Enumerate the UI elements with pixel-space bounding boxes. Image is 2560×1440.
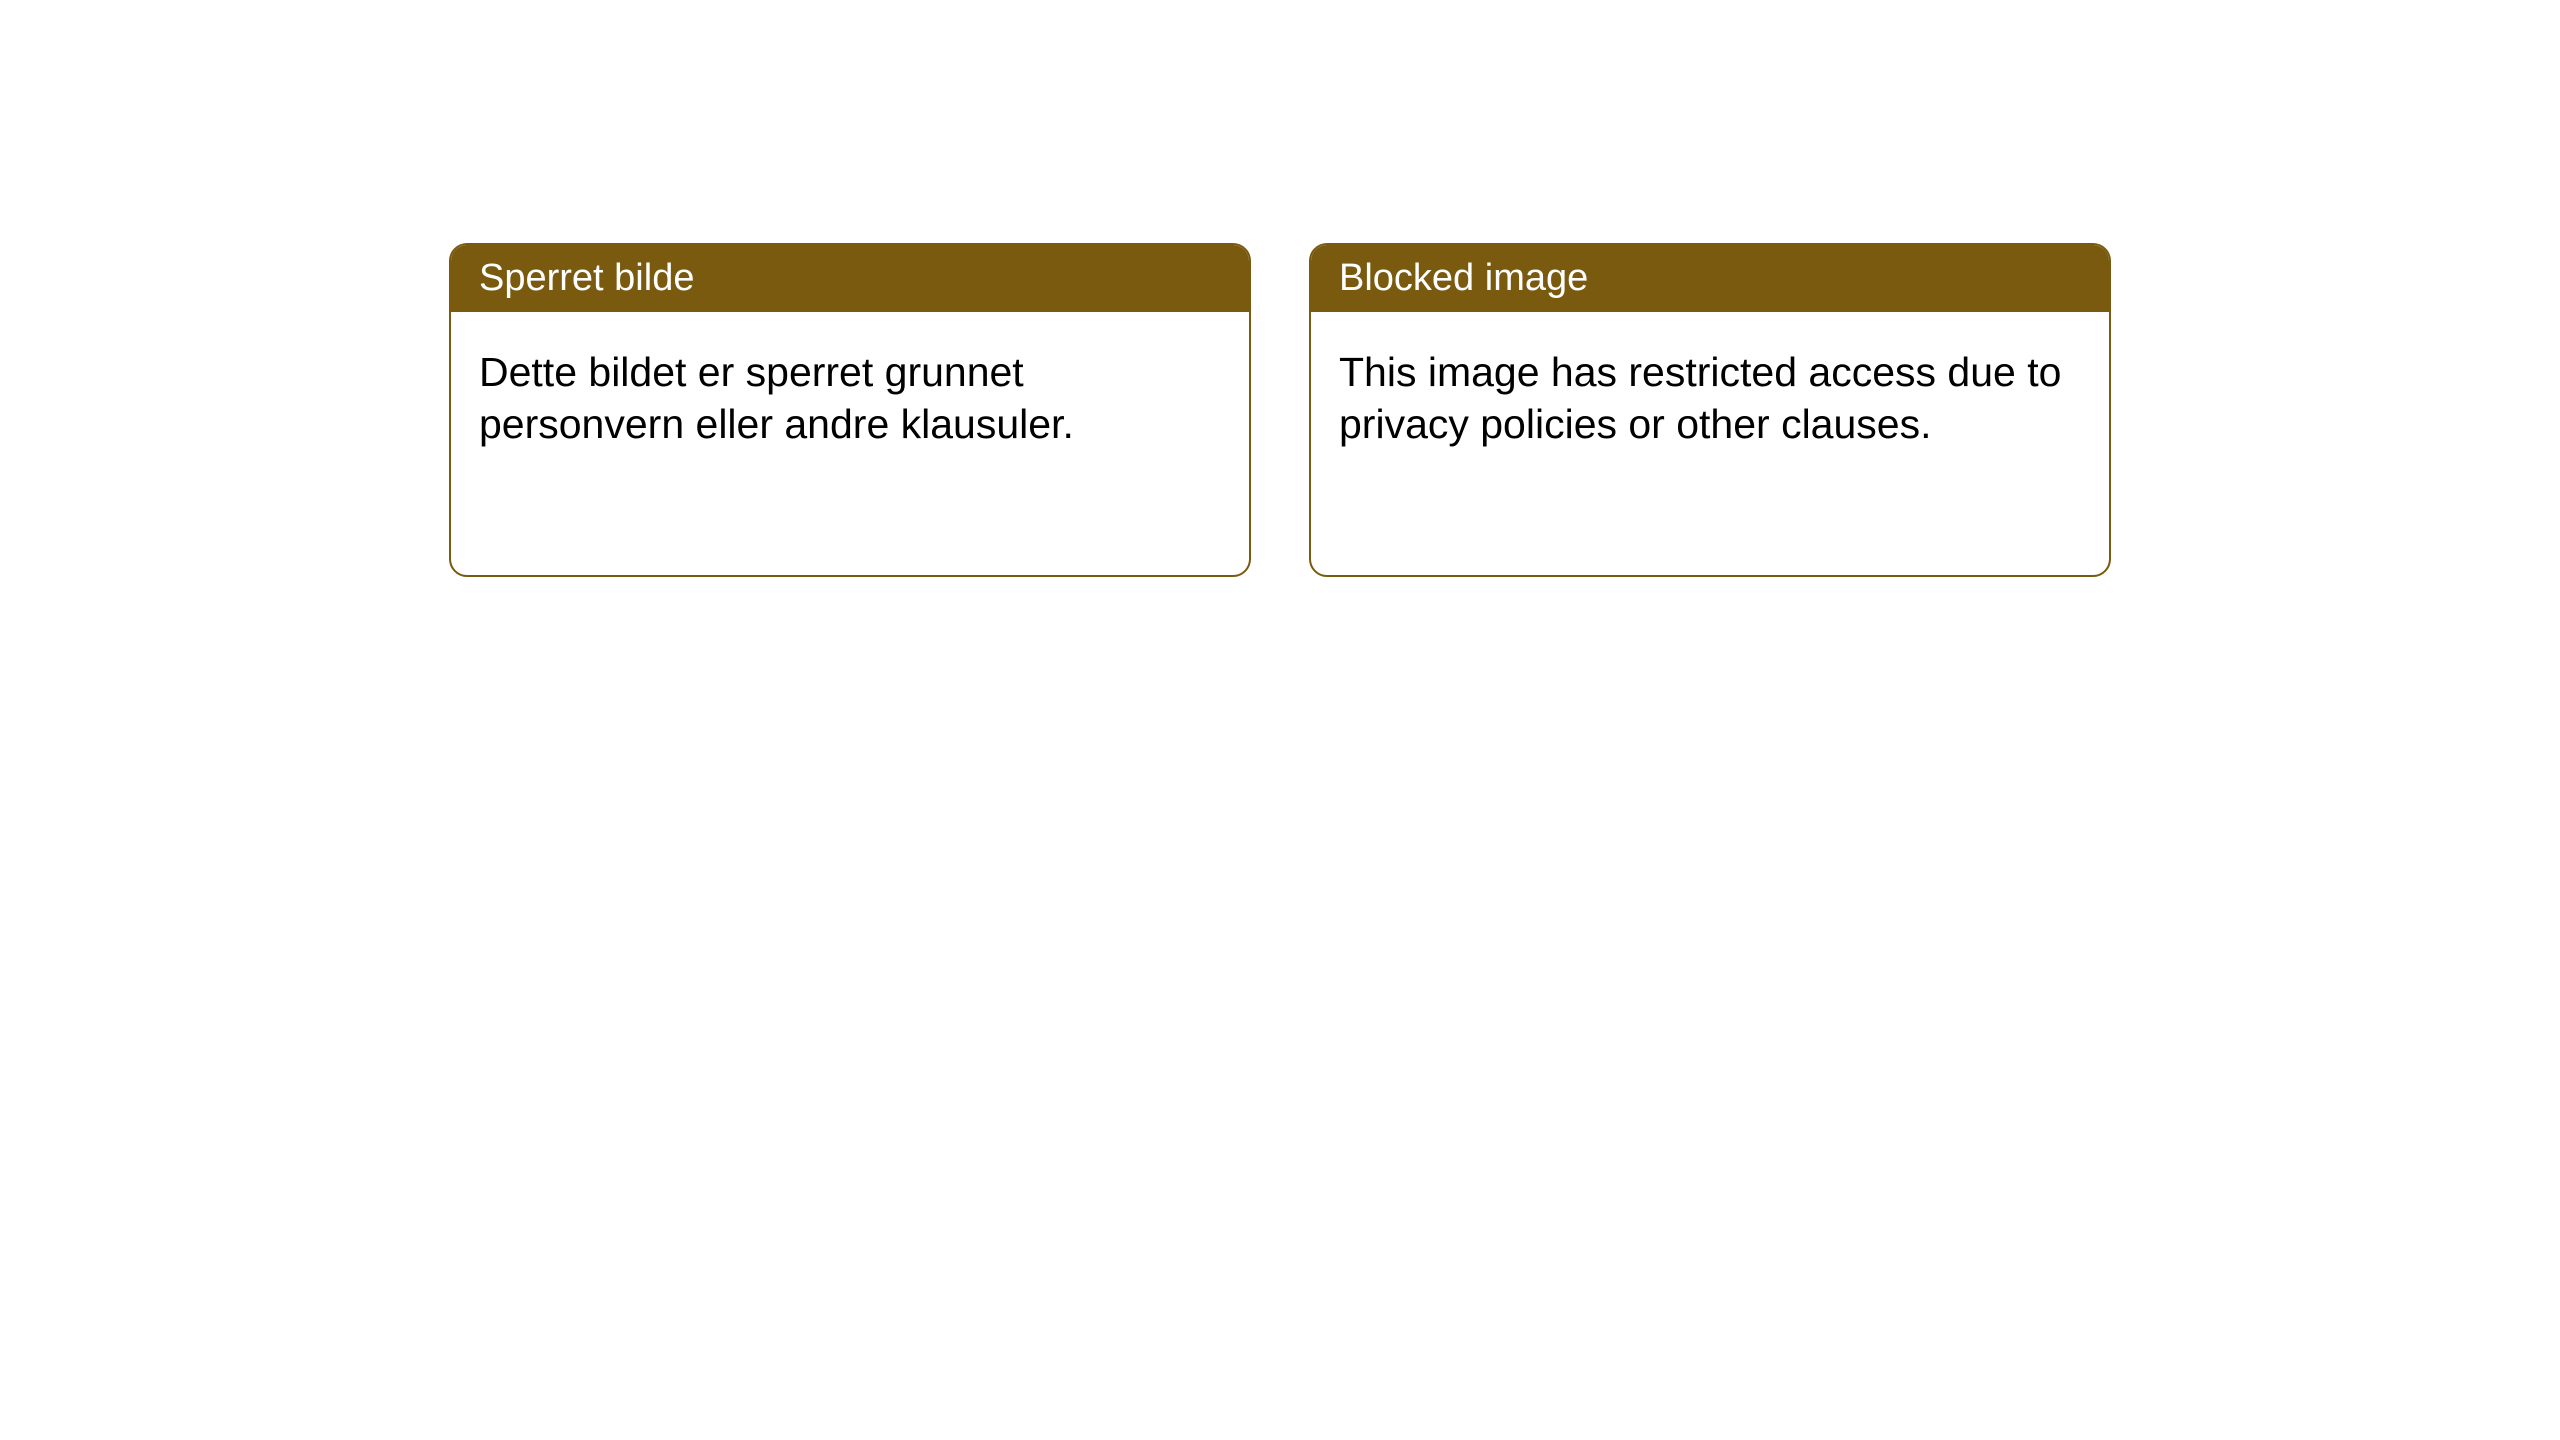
blocked-image-card-en: Blocked image This image has restricted …	[1309, 243, 2111, 577]
card-body: Dette bildet er sperret grunnet personve…	[451, 312, 1249, 485]
card-body: This image has restricted access due to …	[1311, 312, 2109, 485]
blocked-image-card-no: Sperret bilde Dette bildet er sperret gr…	[449, 243, 1251, 577]
card-header: Sperret bilde	[451, 245, 1249, 312]
card-header: Blocked image	[1311, 245, 2109, 312]
cards-container: Sperret bilde Dette bildet er sperret gr…	[449, 243, 2111, 577]
